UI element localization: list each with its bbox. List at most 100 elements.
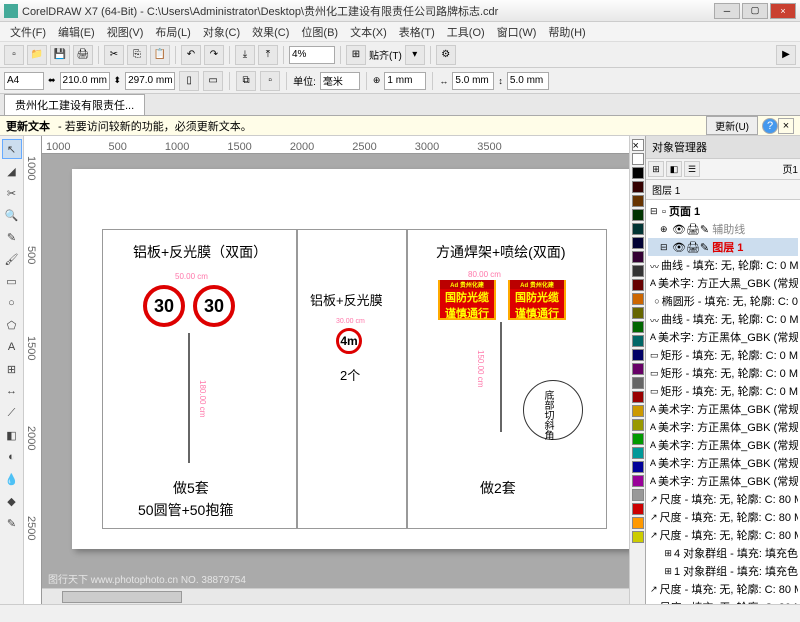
effects-tool-icon[interactable]: ◧: [2, 425, 22, 445]
update-button[interactable]: 更新(U): [706, 116, 758, 135]
pick-tool-icon[interactable]: ↖: [2, 139, 22, 159]
menu-O[interactable]: 工具(O): [441, 22, 491, 42]
shape-tool-icon[interactable]: ◢: [2, 161, 22, 181]
swatch[interactable]: [632, 363, 644, 375]
new-icon[interactable]: ▫: [4, 45, 24, 65]
menu-F[interactable]: 文件(F): [4, 22, 52, 42]
tree-item[interactable]: A美术字: 方正黑体_GBK (常规): [648, 400, 798, 418]
swatch[interactable]: [632, 405, 644, 417]
rectangle-tool-icon[interactable]: ▭: [2, 271, 22, 291]
tree-item[interactable]: ▭矩形 - 填充: 无, 轮廓: C: 0 M:: [648, 382, 798, 400]
tree-item[interactable]: ↗尺度 - 填充: 无, 轮廓: C: 80 M:: [648, 508, 798, 526]
menu-H[interactable]: 帮助(H): [542, 22, 591, 42]
landscape-icon[interactable]: ▭: [203, 71, 223, 91]
swatch[interactable]: [632, 279, 644, 291]
swatch[interactable]: [632, 377, 644, 389]
menu-X[interactable]: 文本(X): [344, 22, 393, 42]
swatch[interactable]: [632, 265, 644, 277]
swatch[interactable]: [632, 517, 644, 529]
launch-icon[interactable]: ▶: [776, 45, 796, 65]
swatch[interactable]: [632, 167, 644, 179]
canvas[interactable]: 铝板+反光膜（双面） 50.00 cm 30 30 180.00 cm 做5套 …: [42, 154, 629, 588]
menu-E[interactable]: 编辑(E): [52, 22, 101, 42]
tree-item[interactable]: A美术字: 方正黑体_GBK (常规): [648, 328, 798, 346]
tree-item[interactable]: ○椭圆形 - 填充: 无, 轮廓: C: 0: [648, 292, 798, 310]
tree-item[interactable]: A美术字: 方正大黑_GBK (常规): [648, 274, 798, 292]
text-tool-icon[interactable]: A: [2, 337, 22, 357]
minimize-button[interactable]: ─: [714, 3, 740, 19]
menu-B[interactable]: 位图(B): [295, 22, 344, 42]
menu-C[interactable]: 对象(C): [197, 22, 246, 42]
swatch[interactable]: [632, 531, 644, 543]
menu-W[interactable]: 窗口(W): [491, 22, 543, 42]
hint-close-icon[interactable]: ×: [778, 118, 794, 134]
snap-label[interactable]: 贴齐(T): [369, 47, 402, 62]
page-width-input[interactable]: [60, 72, 110, 90]
swatch[interactable]: [632, 391, 644, 403]
transparency-tool-icon[interactable]: ◐: [2, 447, 22, 467]
swatch[interactable]: [632, 181, 644, 193]
hint-help-icon[interactable]: ?: [762, 118, 778, 134]
swatch[interactable]: [632, 489, 644, 501]
tree-item[interactable]: ↗尺度 - 填充: 无, 轮廓: C: 80 M:: [648, 598, 798, 604]
tree-item[interactable]: 〰曲线 - 填充: 无, 轮廓: C: 0 M:: [648, 256, 798, 274]
swatch[interactable]: [632, 419, 644, 431]
tree-item[interactable]: ⊞1 对象群组 - 填充: 填充色: [648, 562, 798, 580]
cut-icon[interactable]: ✂: [104, 45, 124, 65]
swatch[interactable]: [632, 503, 644, 515]
page-size-combo[interactable]: [4, 72, 44, 90]
objmgr-tree[interactable]: ⊟▫ 页面 1⊕👁🖨✎ 辅助线⊟👁🖨✎ 图层 1〰曲线 - 填充: 无, 轮廓:…: [646, 200, 800, 604]
paste-icon[interactable]: 📋: [150, 45, 170, 65]
eyedropper-tool-icon[interactable]: 💧: [2, 469, 22, 489]
dimension-tool-icon[interactable]: ↔: [2, 381, 22, 401]
objmgr-btn2-icon[interactable]: ◧: [666, 161, 682, 177]
outline-tool-icon[interactable]: ✎: [2, 513, 22, 533]
options-icon[interactable]: ⚙: [436, 45, 456, 65]
tree-item[interactable]: ↗尺度 - 填充: 无, 轮廓: C: 80 M:: [648, 526, 798, 544]
objmgr-btn3-icon[interactable]: ☰: [684, 161, 700, 177]
crop-tool-icon[interactable]: ✂: [2, 183, 22, 203]
swatch[interactable]: [632, 237, 644, 249]
all-pages-icon[interactable]: ⧉: [236, 71, 256, 91]
dup-x-input[interactable]: [452, 72, 494, 90]
menu-C[interactable]: 效果(C): [246, 22, 295, 42]
undo-icon[interactable]: ↶: [181, 45, 201, 65]
swatch[interactable]: [632, 153, 644, 165]
swatch[interactable]: [632, 475, 644, 487]
snap-dropdown-icon[interactable]: ▾: [405, 45, 425, 65]
nudge-input[interactable]: [384, 72, 426, 90]
zoom-combo[interactable]: [289, 46, 335, 64]
swatch[interactable]: [632, 195, 644, 207]
swatch[interactable]: [632, 293, 644, 305]
tree-item[interactable]: A美术字: 方正黑体_GBK (常规): [648, 418, 798, 436]
maximize-button[interactable]: ▢: [742, 3, 768, 19]
copy-icon[interactable]: ⎘: [127, 45, 147, 65]
tree-item[interactable]: ⊟▫ 页面 1: [648, 202, 798, 220]
swatch[interactable]: [632, 447, 644, 459]
swatch[interactable]: [632, 251, 644, 263]
menu-T[interactable]: 表格(T): [393, 22, 441, 42]
swatch[interactable]: [632, 433, 644, 445]
tree-item[interactable]: ↗尺度 - 填充: 无, 轮廓: C: 80 M:: [648, 490, 798, 508]
import-icon[interactable]: ⤓: [235, 45, 255, 65]
tree-item[interactable]: ⊕👁🖨✎ 辅助线: [648, 220, 798, 238]
ellipse-tool-icon[interactable]: ○: [2, 293, 22, 313]
objmgr-btn1-icon[interactable]: ⊞: [648, 161, 664, 177]
swatch[interactable]: [632, 321, 644, 333]
tree-item[interactable]: ▭矩形 - 填充: 无, 轮廓: C: 0 M:: [648, 346, 798, 364]
menu-L[interactable]: 布局(L): [149, 22, 196, 42]
tree-item[interactable]: ↗尺度 - 填充: 无, 轮廓: C: 80 M:: [648, 580, 798, 598]
tab-document[interactable]: 贵州化工建设有限责任...: [4, 94, 145, 115]
tree-item[interactable]: ⊟👁🖨✎ 图层 1: [648, 238, 798, 256]
redo-icon[interactable]: ↷: [204, 45, 224, 65]
open-icon[interactable]: 📁: [27, 45, 47, 65]
swatch[interactable]: [632, 307, 644, 319]
swatch[interactable]: [632, 209, 644, 221]
scrollbar-h[interactable]: [42, 588, 629, 604]
tree-item[interactable]: A美术字: 方正黑体_GBK (常规): [648, 472, 798, 490]
dup-y-input[interactable]: [507, 72, 549, 90]
zoom-tool-icon[interactable]: 🔍: [2, 205, 22, 225]
close-button[interactable]: ×: [770, 3, 796, 19]
fill-tool-icon[interactable]: ◆: [2, 491, 22, 511]
tree-item[interactable]: A美术字: 方正黑体_GBK (常规): [648, 454, 798, 472]
